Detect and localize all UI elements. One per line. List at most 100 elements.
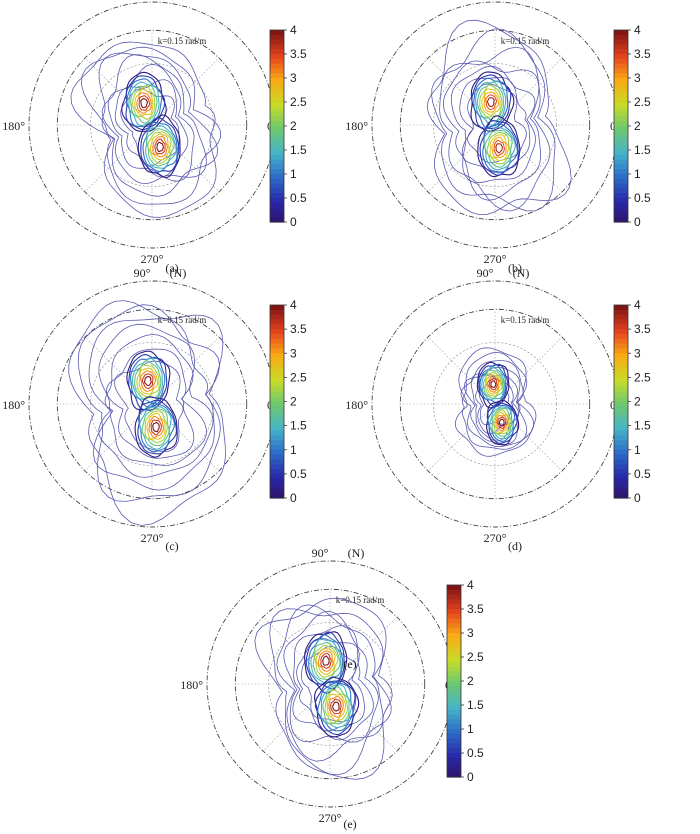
colorbar-band <box>270 396 284 403</box>
colorbar-band <box>447 613 461 620</box>
outer-contour <box>114 360 184 453</box>
colorbar-band <box>614 367 628 374</box>
colorbar-band <box>270 34 284 41</box>
colorbar-tick-label: 3.5 <box>467 602 484 616</box>
colorbar-band <box>447 743 461 749</box>
outer-contour <box>296 637 365 732</box>
colorbar-band <box>270 92 284 98</box>
colorbar-band <box>614 154 628 161</box>
label-270: 270° <box>484 531 507 545</box>
colorbar-band <box>447 628 461 634</box>
colorbar-band <box>614 135 628 141</box>
colorbar-band <box>270 121 284 127</box>
colorbar-band <box>270 164 284 170</box>
colorbar-band <box>614 387 628 393</box>
inner-ring <box>90 342 214 466</box>
peak-2-contour <box>156 141 164 153</box>
colorbar-tick-label: 1.5 <box>290 419 307 433</box>
peak-2-contour <box>330 698 342 715</box>
peak-2-contour <box>482 123 518 173</box>
colorbar-tick-label: 3 <box>290 71 297 85</box>
colorbar-band <box>270 348 284 354</box>
peak-1-contour <box>131 85 156 120</box>
peak-2-contour <box>477 115 521 178</box>
colorbar-tick-label: 4 <box>634 298 641 312</box>
outer-contour <box>450 65 536 184</box>
colorbar-band <box>614 469 628 475</box>
peak-1-contour <box>488 378 498 391</box>
colorbar-band <box>614 164 628 170</box>
peak-2-contour <box>491 136 507 158</box>
colorbar-tick-label: 1 <box>634 443 641 457</box>
peak-2-contour <box>494 411 510 434</box>
colorbar-band <box>614 106 628 113</box>
colorbar-tick-label: 2 <box>290 119 297 133</box>
colorbar-band <box>270 44 284 50</box>
peak-1-contour <box>490 380 497 389</box>
colorbar-band <box>270 372 284 378</box>
colorbar-band <box>614 116 628 122</box>
inner-ring <box>433 63 557 187</box>
colorbar-band <box>614 212 628 218</box>
label-180: 180° <box>2 119 25 133</box>
radial-spoke <box>151 124 220 193</box>
peak-1-contour <box>141 373 154 390</box>
colorbar: 4 3.5 3 2.5 2 1.5 1 0.5 0 <box>446 578 484 784</box>
colorbar-band <box>447 589 461 596</box>
colorbar-band <box>614 183 628 189</box>
colorbar-band <box>614 217 628 223</box>
label-270: 270° <box>319 811 342 825</box>
colorbar-band <box>614 97 628 103</box>
radial-spoke <box>427 403 496 472</box>
outer-contour <box>104 334 207 466</box>
peak-1-contour <box>315 648 336 675</box>
colorbar-band <box>270 449 284 456</box>
peak-1-contour <box>134 88 154 117</box>
colorbar: 4 3.5 3 2.5 2 1.5 1 0.5 0 <box>269 298 307 505</box>
colorbar-band <box>270 387 284 393</box>
colorbar-band <box>614 309 628 316</box>
peak-2-contour <box>489 406 514 440</box>
peak-2-contour <box>489 134 509 162</box>
colorbar-band <box>614 478 628 485</box>
peak-2-contour <box>148 415 165 439</box>
peak-1-contour <box>136 364 160 398</box>
colorbar-tick-label: 4 <box>634 23 641 37</box>
peak-1-contour <box>130 356 166 408</box>
outer-contour <box>106 348 195 459</box>
colorbar-band <box>447 604 461 610</box>
colorbar-band <box>270 217 284 223</box>
colorbar-band <box>614 362 628 369</box>
colorbar-band <box>614 382 628 388</box>
colorbar-tick-label: 1.5 <box>634 143 651 157</box>
colorbar-band <box>270 343 284 350</box>
outer-contour <box>426 19 572 216</box>
colorbar-band <box>270 212 284 218</box>
peak-1-contour <box>485 94 498 110</box>
colorbar-band <box>270 430 284 436</box>
colorbar-tick-label: 1.5 <box>634 419 651 433</box>
colorbar-tick-label: 3.5 <box>634 322 651 336</box>
colorbar-tick-label: 4 <box>290 23 297 37</box>
panel-caption: (a) <box>165 261 178 275</box>
peak-2-contour <box>496 414 508 432</box>
colorbar-band <box>614 488 628 494</box>
label-north: (N) <box>348 546 365 560</box>
peak-2-contour <box>146 412 166 440</box>
peak-1-contour <box>486 376 500 393</box>
colorbar-tick-label: 2 <box>634 119 641 133</box>
peak-2-contour <box>152 421 160 433</box>
colorbar-band <box>614 333 628 340</box>
colorbar-tick-label: 3 <box>467 626 474 640</box>
colorbar-band <box>447 685 461 692</box>
peak-1-contour <box>140 370 157 392</box>
colorbar-tick-label: 3.5 <box>290 322 307 336</box>
peak-1-contour <box>475 80 507 126</box>
peak-2-contour <box>487 404 516 443</box>
colorbar-band <box>614 159 628 165</box>
label-270: 270° <box>484 252 507 266</box>
outer-contour <box>269 608 392 776</box>
colorbar-band <box>270 338 284 345</box>
colorbar-band <box>270 193 284 199</box>
colorbar-band <box>614 435 628 441</box>
